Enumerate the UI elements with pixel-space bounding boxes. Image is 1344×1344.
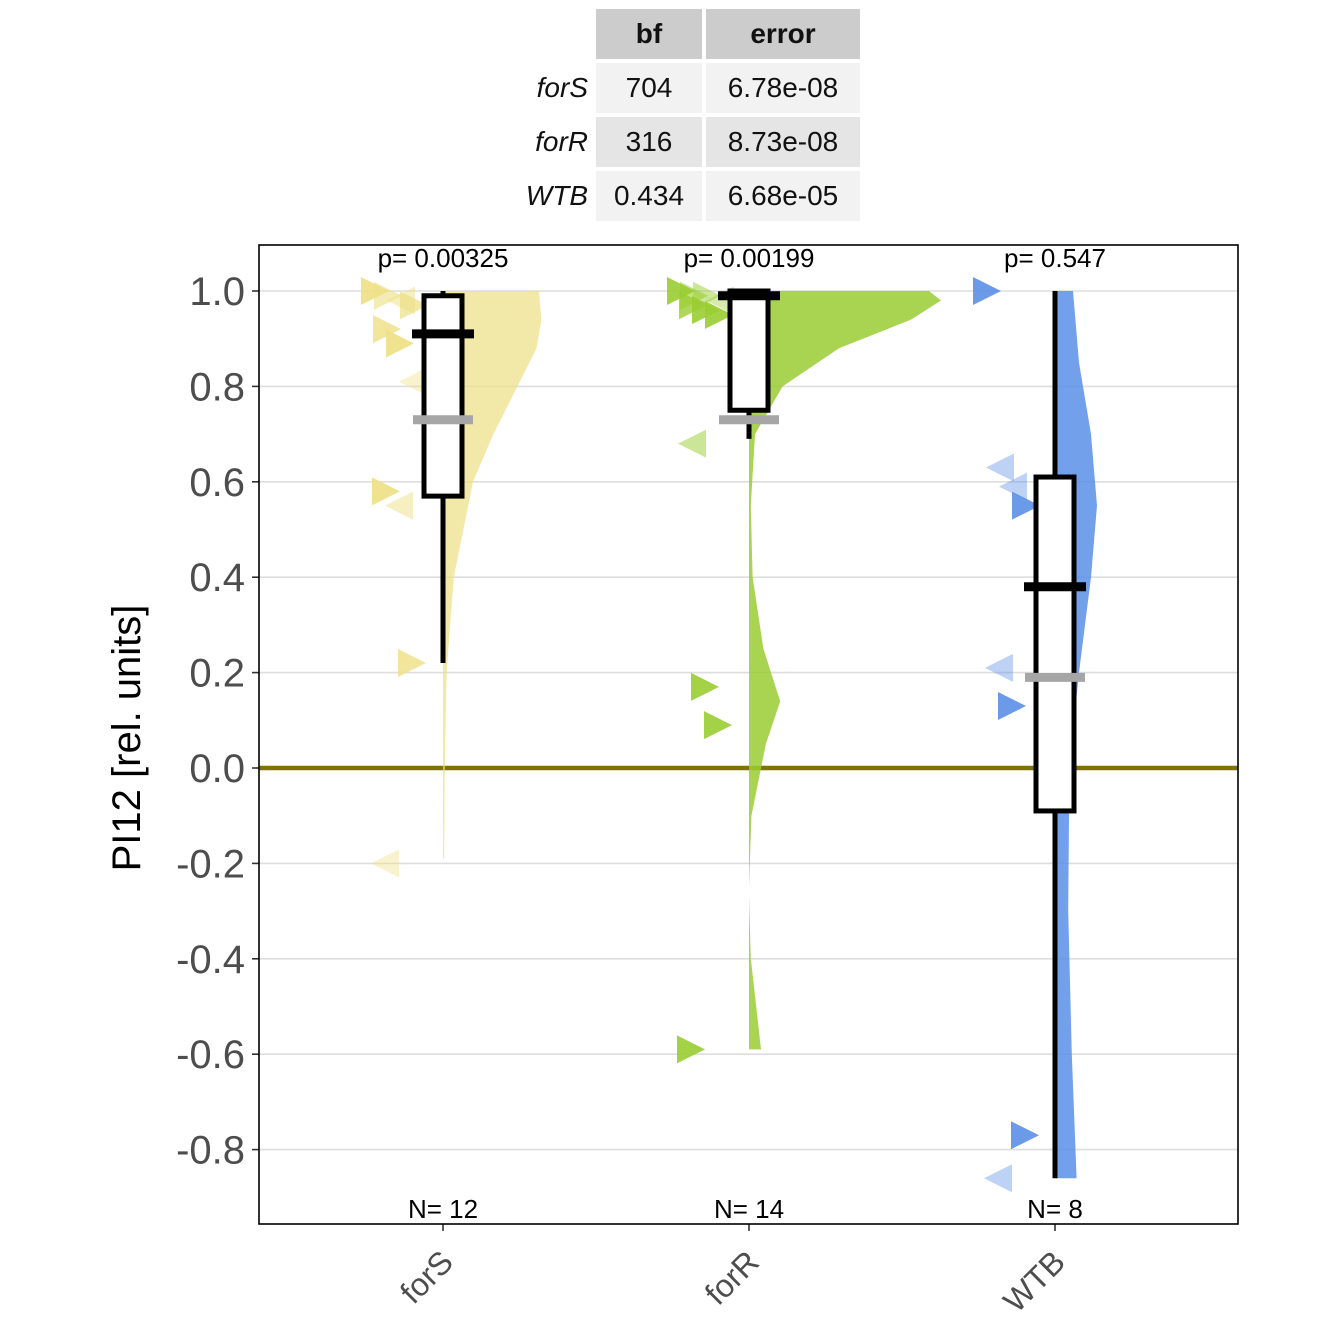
data-point: [998, 691, 1026, 720]
table-row-name: forS: [536, 72, 588, 103]
data-point: [704, 711, 732, 740]
y-tick-label: 0.6: [189, 461, 245, 505]
stats-table: bf error forS 704 6.78e-08 forR 316 8.73…: [504, 5, 864, 225]
table-header-error: error: [706, 9, 860, 59]
data-point: [373, 315, 401, 344]
plot-border: [258, 244, 1239, 1225]
data-point: [984, 1164, 1012, 1193]
table-cell-bf: 704: [596, 63, 702, 113]
data-point: [705, 300, 733, 329]
data-point: [973, 277, 1001, 305]
y-tick-label: -0.6: [176, 1033, 245, 1077]
table-cell-bf: 0.434: [596, 171, 702, 221]
p-value-label: p= 0.00199: [684, 243, 815, 273]
data-point: [678, 429, 706, 458]
y-tick-label: 0.0: [189, 747, 245, 791]
data-point: [385, 491, 413, 520]
table-cell-error: 8.73e-08: [706, 117, 860, 167]
table-row: forR 316 8.73e-08: [508, 117, 860, 167]
table-row: WTB 0.434 6.68e-05: [508, 171, 860, 221]
data-point: [400, 291, 428, 320]
table-header-bf: bf: [596, 9, 702, 59]
y-tick-label: -0.8: [176, 1129, 245, 1173]
y-tick-label: -0.4: [176, 938, 245, 982]
table-cell-bf: 316: [596, 117, 702, 167]
data-point: [986, 453, 1014, 482]
n-label: N= 8: [1027, 1194, 1083, 1224]
n-label: N= 14: [714, 1194, 784, 1224]
box-layer: [412, 288, 1086, 1179]
data-point: [398, 649, 426, 678]
data-point: [1011, 1121, 1039, 1150]
data-point: [374, 281, 402, 310]
x-tick-label: forR: [698, 1243, 766, 1311]
data-point: [999, 472, 1027, 501]
density-forS: [443, 291, 542, 859]
data-point: [399, 367, 427, 396]
x-tick-label: forS: [393, 1243, 460, 1310]
table-row: forS 704 6.78e-08: [508, 63, 860, 113]
n-label: N= 12: [408, 1194, 478, 1224]
table-cell-error: 6.68e-05: [706, 171, 860, 221]
box-forS: [421, 293, 465, 499]
p-value-label: p= 0.00325: [378, 243, 509, 273]
data-point: [1012, 491, 1040, 520]
density-forR: [749, 291, 941, 1050]
box-WTB: [1033, 474, 1077, 814]
y-tick-label: 0.8: [189, 365, 245, 409]
x-tick-label: WTB: [996, 1243, 1072, 1319]
p-value-label: p= 0.547: [1004, 243, 1106, 273]
data-point: [985, 653, 1013, 682]
box-forR: [727, 288, 771, 413]
data-point: [677, 1035, 705, 1064]
data-point: [386, 329, 414, 358]
table-row-name: forR: [535, 126, 588, 157]
y-tick-label: 0.4: [189, 556, 245, 600]
y-tick-label: -0.2: [176, 842, 245, 886]
y-tick-label: 0.2: [189, 652, 245, 696]
y-axis-label: PI12 [rel. units]: [105, 605, 149, 872]
data-point: [371, 849, 399, 878]
table-header-row: bf error: [508, 9, 860, 59]
data-point: [372, 477, 400, 506]
table-cell-error: 6.78e-08: [706, 63, 860, 113]
annotation-layer: p= 0.00325 N= 12 p= 0.00199 N= 14 p= 0.547 N=…: [378, 243, 1106, 1224]
table-row-name: WTB: [525, 180, 588, 211]
y-tick-label: 1.0: [189, 270, 245, 314]
data-point: [691, 672, 719, 701]
